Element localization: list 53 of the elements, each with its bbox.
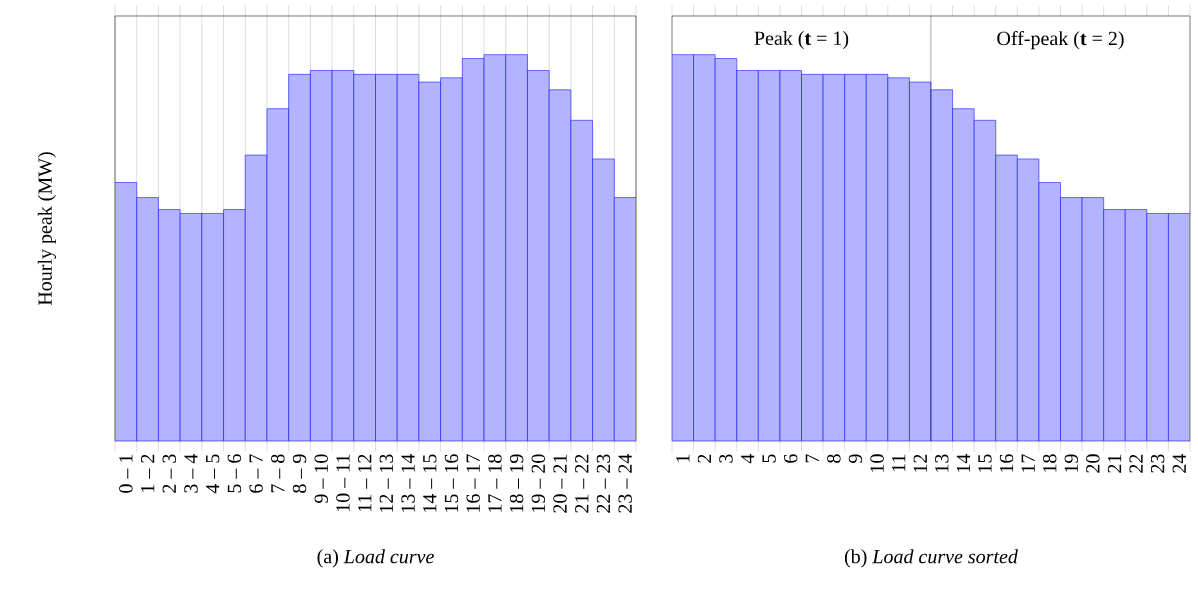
x-tick-label: 3	[719, 454, 733, 463]
x-tick-label: 17 – 18	[488, 454, 502, 512]
x-tick-label: 2 – 3	[162, 454, 176, 493]
x-tick-label: 1	[676, 454, 690, 462]
y-axis-title: Hourly peak (MW)	[37, 152, 56, 306]
x-tick-label: 7	[805, 454, 819, 463]
x-tick-label: 6 – 7	[249, 454, 263, 493]
x-tick-label: 14	[956, 453, 970, 472]
x-tick-label: 10	[870, 454, 884, 472]
x-tick-label: 14 – 15	[423, 454, 437, 512]
x-tick-label: 18 – 19	[509, 454, 524, 512]
text: Off-peak (t = 2)	[997, 30, 1124, 50]
x-tick-label: 15	[978, 454, 992, 472]
x-tick-label: 20	[1086, 454, 1100, 473]
x-tick-label: 19	[1064, 454, 1079, 472]
x-tick-label: 1 – 2	[140, 454, 155, 492]
x-tick-label: 15 – 16	[444, 454, 459, 512]
x-tick-label: 21	[1107, 454, 1122, 473]
x-tick-label: 20 – 21	[553, 454, 567, 513]
x-tick-label: 6	[784, 454, 798, 463]
x-tick-label: 12	[913, 454, 927, 472]
x-tick-label: 9	[848, 454, 863, 463]
text: (a) Load curve	[317, 549, 434, 568]
x-tick-label: 3 – 4	[184, 453, 198, 493]
x-tick-label: 10 – 11	[336, 454, 350, 512]
x-tick-label: 13 – 14	[401, 453, 415, 512]
x-tick-label: 22	[1129, 454, 1143, 473]
x-tick-label: 8 – 9	[292, 454, 307, 493]
x-tick-label: 17	[1021, 454, 1035, 472]
x-tick-label: 11 – 12	[358, 454, 372, 512]
x-tick-label: 9 – 10	[314, 454, 328, 503]
x-tick-label: 11	[892, 454, 906, 472]
text: (b) Load curve sorted	[844, 549, 1018, 568]
x-tick-label: 16	[999, 454, 1014, 472]
x-tick-label: 12 – 13	[379, 454, 394, 512]
x-tick-label: 19 – 20	[531, 454, 546, 512]
x-tick-label: 21 – 22	[575, 454, 589, 513]
x-tick-label: 8	[827, 454, 841, 463]
x-tick-label: 5 – 6	[227, 454, 242, 493]
x-tick-label: 22 – 23	[596, 454, 611, 513]
text: Peak (t = 1)	[754, 30, 849, 50]
x-tick-label: 5	[762, 454, 776, 463]
x-tick-label: 23 – 24	[618, 453, 632, 513]
x-tick-label: 13	[935, 454, 949, 472]
x-tick-label: 4	[740, 453, 755, 464]
x-tick-label: 18	[1042, 454, 1057, 472]
x-tick-label: 24	[1172, 453, 1186, 473]
x-tick-label: 16 – 17	[466, 454, 480, 512]
x-tick-label: 2	[697, 454, 712, 463]
x-tick-label: 23	[1150, 454, 1165, 473]
x-tick-label: 7 – 8	[271, 454, 285, 493]
x-tick-label: 0 – 1	[119, 454, 133, 493]
x-tick-label: 4 – 5	[206, 454, 220, 494]
